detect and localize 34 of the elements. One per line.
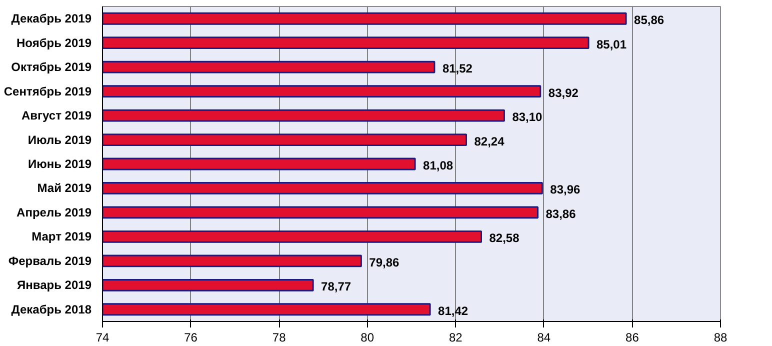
x-tick-label: 80 <box>360 330 374 344</box>
x-tick-label: 84 <box>537 330 551 344</box>
data-label: 82,24 <box>474 134 505 148</box>
data-label: 83,10 <box>512 110 543 124</box>
y-tick-label: Январь 2019 <box>17 278 92 292</box>
y-tick-label: Апрель 2019 <box>16 205 92 220</box>
y-tick-label: Декабрь 2019 <box>11 12 92 26</box>
data-label: 82,58 <box>489 231 520 246</box>
data-label: 81,52 <box>442 62 473 76</box>
x-tick-label: 82 <box>448 330 463 344</box>
y-tick-label: Март 2019 <box>32 230 92 244</box>
data-label: 81,08 <box>423 158 454 172</box>
y-tick-label: Июль 2019 <box>28 132 92 147</box>
y-tick-label: Август 2019 <box>22 108 92 123</box>
data-label: 83,92 <box>548 86 579 100</box>
data-label: 85,01 <box>596 37 627 52</box>
y-tick-label: Октябрь 2019 <box>11 60 92 74</box>
y-tick-label: Июнь 2019 <box>28 157 92 171</box>
data-label: 78,77 <box>321 280 352 294</box>
y-tick-label: Май 2019 <box>37 181 92 196</box>
data-label: 81,42 <box>438 304 468 318</box>
data-label: 83,86 <box>546 206 576 221</box>
x-tick-label: 86 <box>626 330 640 344</box>
x-tick-label: 88 <box>714 330 728 344</box>
data-label: 85,86 <box>634 13 664 28</box>
y-tick-label: Ферваль 2019 <box>8 254 92 268</box>
data-label: 79,86 <box>369 255 400 270</box>
x-tick-label: 76 <box>184 330 198 344</box>
data-label: 83,96 <box>550 182 581 197</box>
y-tick-label: Декабрь 2018 <box>11 302 92 316</box>
x-tick-label: 78 <box>272 330 286 344</box>
y-tick-label: Сентябрь 2019 <box>4 84 92 98</box>
y-tick-label: Ноябрь 2019 <box>16 36 92 50</box>
x-tick-label: 74 <box>96 330 110 344</box>
